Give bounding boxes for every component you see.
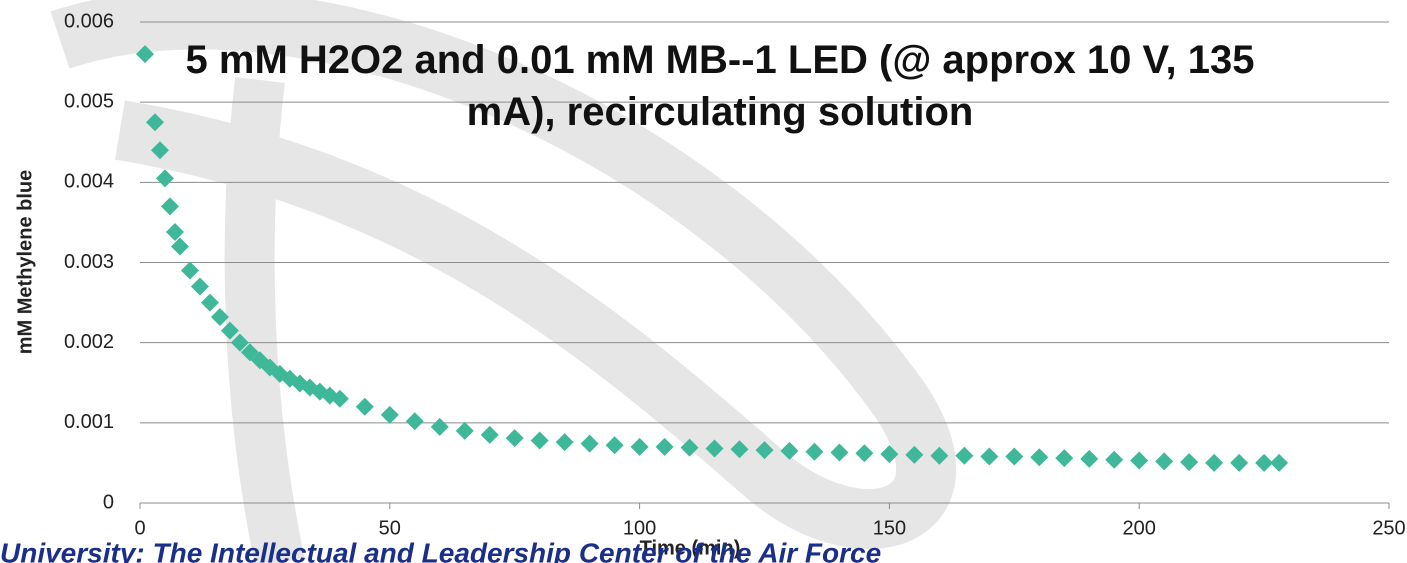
y-tick-label: 0.006 <box>64 10 114 32</box>
point <box>556 433 574 451</box>
point <box>631 438 649 456</box>
footer: University: The Intellectual and Leaders… <box>0 537 881 563</box>
point <box>830 443 848 461</box>
y-tick-label: 0.004 <box>64 171 114 193</box>
y-tick-label: 0.005 <box>64 90 114 112</box>
point <box>431 418 449 436</box>
x-tick-label: 100 <box>623 517 656 539</box>
point <box>191 278 209 296</box>
x-tick-label: 150 <box>873 517 906 539</box>
y-tick-label: 0.002 <box>64 331 114 353</box>
point <box>656 438 674 456</box>
point <box>531 431 549 449</box>
y-tick-label: 0 <box>103 491 114 513</box>
y-axis-label: mM Methylene blue <box>14 170 36 354</box>
x-tick-label: 0 <box>134 517 145 539</box>
point <box>1105 451 1123 469</box>
point <box>855 444 873 462</box>
point <box>456 422 474 440</box>
x-tick-label: 250 <box>1372 517 1405 539</box>
point <box>1055 449 1073 467</box>
y-tick-label: 0.003 <box>64 251 114 273</box>
point <box>1005 448 1023 466</box>
point <box>1180 453 1198 471</box>
y-tick-label: 0.001 <box>64 411 114 433</box>
point <box>980 448 998 466</box>
page: Time (min) mM Methylene blue University:… <box>0 0 1407 563</box>
point <box>1205 454 1223 472</box>
point <box>1270 454 1288 472</box>
point <box>356 398 374 416</box>
point <box>606 436 624 454</box>
point <box>805 443 823 461</box>
point <box>201 294 219 312</box>
point <box>381 406 399 424</box>
point <box>1155 452 1173 470</box>
point <box>1130 452 1148 470</box>
point <box>506 429 524 447</box>
point <box>1080 450 1098 468</box>
point <box>1030 448 1048 466</box>
point <box>166 223 184 241</box>
chart-title: 5 mM H2O2 and 0.01 mM MB--1 LED (@ appro… <box>150 34 1290 138</box>
point <box>1230 454 1248 472</box>
point <box>181 262 199 280</box>
point <box>171 237 189 255</box>
x-tick-label: 50 <box>379 517 401 539</box>
point <box>581 435 599 453</box>
point <box>161 197 179 215</box>
point <box>955 447 973 465</box>
point <box>156 169 174 187</box>
point <box>406 412 424 430</box>
x-tick-label: 200 <box>1123 517 1156 539</box>
point <box>481 426 499 444</box>
